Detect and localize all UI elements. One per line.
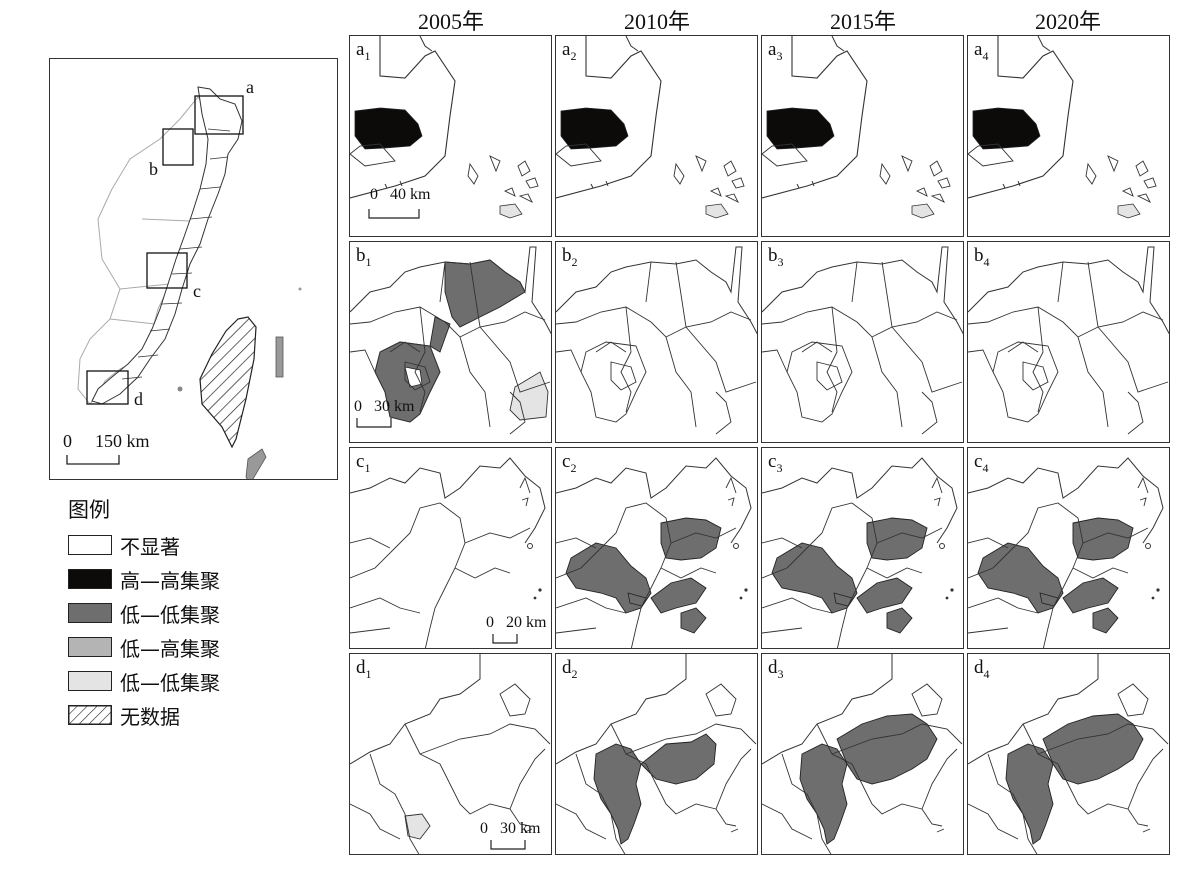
overview-map: a b c d 0 150 km xyxy=(49,58,338,480)
panel-label: c2 xyxy=(562,451,577,475)
no-data-strip xyxy=(275,336,284,378)
panel-label: a3 xyxy=(768,39,783,63)
panel-map-svg xyxy=(968,457,1164,648)
zoom-box-b xyxy=(162,128,194,166)
panel-label: a4 xyxy=(974,39,989,63)
panel-label: c3 xyxy=(768,451,783,475)
overview-scale-zero: 0 xyxy=(63,431,72,451)
panel-label: b4 xyxy=(974,245,990,269)
panel-label: d3 xyxy=(768,657,784,681)
panel-c1: c1 0 20 km xyxy=(349,447,552,649)
panel-b4: b4 xyxy=(967,241,1170,443)
legend-item-low-high: 低—高集聚 xyxy=(68,634,220,661)
panel-map-svg xyxy=(350,457,546,648)
panel-c4: c4 xyxy=(967,447,1170,649)
zoom-box-d xyxy=(86,370,129,405)
panel-d2: d2 xyxy=(555,653,758,855)
scale-bar-label: 0 30 km xyxy=(354,398,415,415)
panel-c3: c3 xyxy=(761,447,964,649)
panel-a2: a2 xyxy=(555,35,758,237)
panel-label: b3 xyxy=(768,245,784,269)
legend-swatch xyxy=(68,569,112,589)
scale-bar-label: 0 20 km xyxy=(486,614,547,631)
panel-map-svg xyxy=(968,36,1157,219)
legend-label: 无数据 xyxy=(120,704,180,729)
panel-label: d2 xyxy=(562,657,578,681)
panel-label: c4 xyxy=(974,451,989,475)
panel-map-svg xyxy=(556,36,745,219)
panel-a1: a1 0 40 km xyxy=(349,35,552,237)
box-label-b: b xyxy=(149,159,158,179)
panel-map-svg xyxy=(350,36,539,219)
box-label-d: d xyxy=(134,389,143,409)
panel-label: c1 xyxy=(356,451,371,475)
panel-map-svg xyxy=(350,654,551,854)
box-label-a: a xyxy=(246,77,254,97)
legend-swatch xyxy=(68,637,112,657)
coastal-region xyxy=(91,86,243,405)
legend-swatch-hatch xyxy=(68,705,112,725)
legend-label: 低—低集聚 xyxy=(120,670,220,695)
legend-item-not-significant: 不显著 xyxy=(68,532,180,559)
legend-swatch xyxy=(68,535,112,555)
year-header-2010: 2010年 xyxy=(623,9,690,34)
panel-a4: a4 xyxy=(967,35,1170,237)
panel-label: a2 xyxy=(562,39,577,63)
legend-label: 高—高集聚 xyxy=(120,568,220,593)
legend-item-high-high: 高—高集聚 xyxy=(68,566,220,593)
panel-map-svg xyxy=(350,246,551,435)
overview-scale-label: 150 km xyxy=(95,431,150,451)
panel-map-svg xyxy=(762,457,958,648)
year-header-2015: 2015年 xyxy=(829,9,896,34)
legend-label: 低—高集聚 xyxy=(120,636,220,661)
legend-item-low-low-light: 低—低集聚 xyxy=(68,668,220,695)
panel-map-svg xyxy=(968,246,1169,435)
panel-b2: b2 xyxy=(555,241,758,443)
legend-swatch xyxy=(68,671,112,691)
panel-d1: d1 0 30 km xyxy=(349,653,552,855)
overview-scale-bar xyxy=(66,455,120,465)
legend-swatch xyxy=(68,603,112,623)
panel-label: d4 xyxy=(974,657,990,681)
scale-bar xyxy=(368,209,420,219)
panel-d4: d4 xyxy=(967,653,1170,855)
panel-label: a1 xyxy=(356,39,371,63)
panel-map-svg xyxy=(556,654,757,854)
panel-a3: a3 xyxy=(761,35,964,237)
panel-b3: b3 xyxy=(761,241,964,443)
legend-item-low-low: 低—低集聚 xyxy=(68,600,220,627)
year-header-2005: 2005年 xyxy=(417,9,484,34)
panel-d3: d3 xyxy=(761,653,964,855)
legend-title: 图例 xyxy=(68,498,110,522)
year-header-2020: 2020年 xyxy=(1034,9,1101,34)
scale-bar xyxy=(490,840,526,850)
panel-map-svg xyxy=(556,246,757,435)
panel-label: b1 xyxy=(356,245,372,269)
zoom-box-c xyxy=(146,252,188,289)
scale-bar-label: 0 40 km xyxy=(370,186,431,203)
zoom-box-a xyxy=(194,95,244,135)
panel-label: d1 xyxy=(356,657,372,681)
box-label-c: c xyxy=(193,281,201,301)
legend-item-no-data: 无数据 xyxy=(68,702,180,729)
panel-map-svg xyxy=(762,246,963,435)
panel-map-svg xyxy=(762,654,963,854)
panel-label: b2 xyxy=(562,245,578,269)
overview-map-svg xyxy=(77,86,302,479)
no-data-island xyxy=(199,316,257,449)
panel-map-svg xyxy=(556,457,752,648)
panel-c2: c2 xyxy=(555,447,758,649)
panel-map-svg xyxy=(968,654,1169,854)
panel-b1: b1 0 30 km xyxy=(349,241,552,443)
legend-label: 低—低集聚 xyxy=(120,602,220,627)
scale-bar xyxy=(492,634,518,644)
panel-map-svg xyxy=(762,36,951,219)
scale-bar-label: 0 30 km xyxy=(480,820,541,837)
scale-bar xyxy=(356,418,392,428)
legend-label: 不显著 xyxy=(120,534,180,559)
